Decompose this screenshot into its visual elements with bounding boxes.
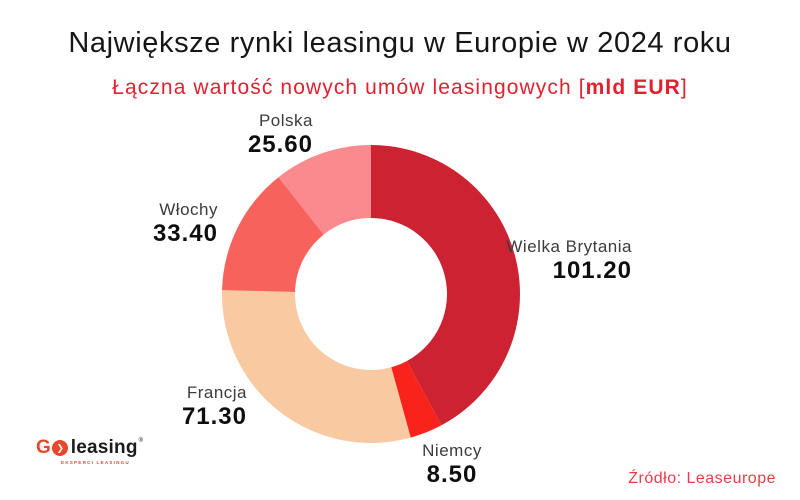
donut-slice-francja (221, 290, 411, 444)
donut-slice-polska (278, 145, 371, 235)
donut-slice-wielka-brytania (371, 145, 520, 426)
source-attribution: Źródło: Leaseurope (628, 470, 776, 487)
subtitle-bracket-close: ] (680, 76, 688, 99)
donut-slice-niemcy (391, 360, 442, 438)
chevron-right-icon: ❯ (51, 440, 68, 456)
logo-tagline: EKSPERCI LEASINGU (61, 460, 130, 465)
logo-letter-g: G (36, 437, 51, 458)
page-subtitle: Łączna wartość nowych umów leasingowych … (0, 76, 800, 100)
subtitle-text: Łączna wartość nowych umów leasingowych (112, 76, 579, 99)
page-title: Największe rynki leasingu w Europie w 20… (68, 27, 732, 59)
subtitle-unit: mld EUR (585, 76, 681, 99)
donut-slice-wlochy (222, 177, 324, 293)
subtitle-bracket-open: [ (578, 76, 586, 99)
go-leasing-logo: G ❯ leasing ® EKSPERCI LEASINGU (36, 437, 143, 465)
logo-wordmark: leasing (70, 437, 138, 458)
registered-trademark-icon: ® (138, 438, 144, 444)
